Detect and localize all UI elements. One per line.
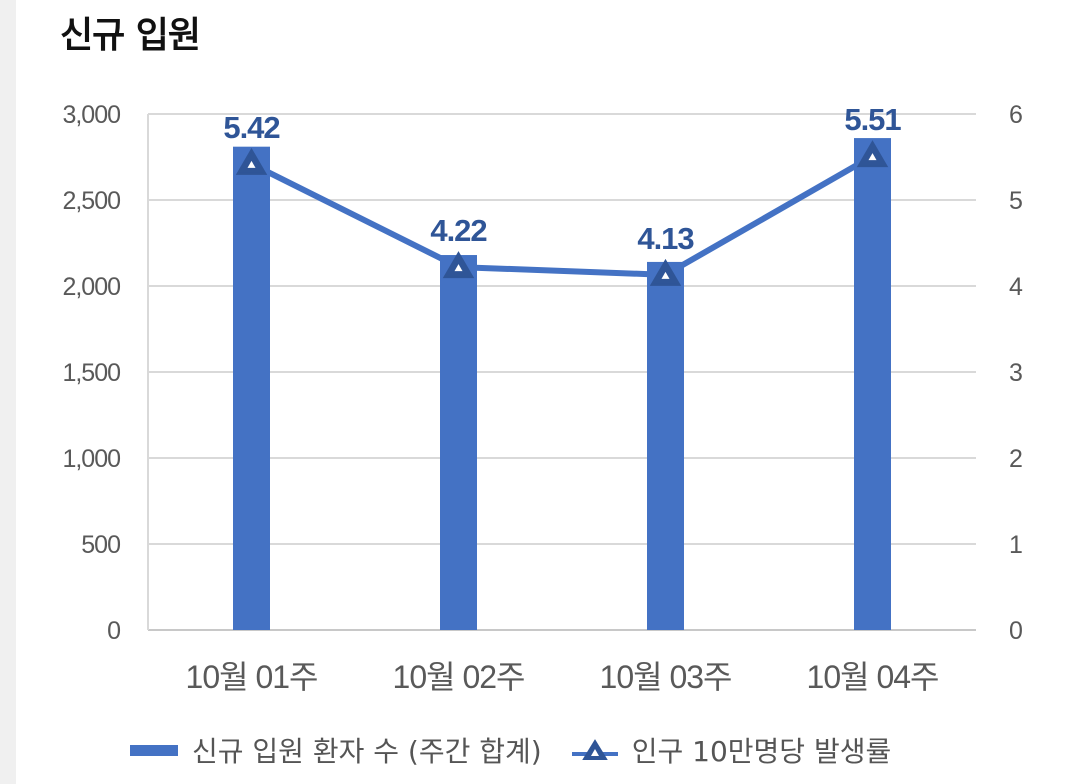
bar	[647, 261, 684, 630]
legend-label-line: 인구 10만명당 발생률	[631, 735, 892, 768]
legend-item-bar[interactable]: 신규 입원 환자 수 (주간 합계)	[130, 730, 542, 770]
x-axis: 10월 01주 10월 02주 10월 03주 10월 04주	[186, 659, 940, 695]
data-label: 4.13	[637, 221, 694, 256]
y-left-tick-label: 2,500	[62, 187, 120, 215]
data-label: 4.22	[430, 213, 486, 248]
line-point	[235, 147, 268, 175]
combo-chart: 5.42 4.22 4.13 5.51 0 500 1,000 1,500 2,000 2,50…	[62, 101, 1023, 695]
chart-title: 신규 입원	[60, 15, 201, 56]
triangle-marker-inner	[247, 160, 256, 168]
legend-item-line[interactable]: 인구 10만명당 발생률	[571, 730, 892, 770]
bar-series	[233, 138, 891, 631]
triangle-marker-inner	[454, 264, 463, 272]
y-right-tick-label: 1	[1009, 531, 1023, 559]
data-label: 5.51	[844, 102, 901, 137]
line-point	[649, 258, 682, 286]
y-left-tick-label: 1,000	[62, 445, 120, 473]
y-left-tick-label: 3,000	[62, 101, 120, 129]
bar	[233, 146, 270, 630]
line-point	[442, 251, 475, 279]
legend-line-swatch	[571, 737, 618, 763]
bar	[440, 255, 477, 631]
data-label: 5.42	[223, 110, 279, 145]
y-right-tick-label: 0	[1009, 617, 1023, 645]
y-left-tick-label: 2,000	[62, 273, 120, 301]
y-right-tick-label: 3	[1009, 359, 1023, 387]
legend: 신규 입원 환자 수 (주간 합계) 인구 10만명당 발생률	[130, 730, 921, 770]
chart-card	[16, 0, 1080, 784]
line-series	[235, 140, 889, 286]
y-right-tick-label: 2	[1009, 445, 1023, 473]
y-axis-right: 0 1 2 3 4 5 6	[1009, 101, 1023, 645]
x-tick-label: 10월 01주	[186, 659, 318, 695]
y-right-tick-label: 5	[1009, 187, 1023, 215]
triangle-marker-inner	[868, 153, 877, 161]
legend-bar-swatch	[130, 744, 178, 756]
line-path	[250, 153, 874, 278]
legend-triangle-marker-icon	[571, 739, 618, 760]
legend-label-bar: 신규 입원 환자 수 (주간 합계)	[192, 735, 542, 768]
y-left-tick-label: 0	[107, 617, 120, 645]
x-tick-label: 10월 04주	[807, 659, 939, 695]
data-labels: 5.42 4.22 4.13 5.51	[223, 102, 902, 256]
bar	[854, 138, 891, 630]
line-point	[856, 140, 889, 168]
x-tick-label: 10월 02주	[393, 659, 525, 695]
y-right-tick-label: 6	[1009, 101, 1023, 129]
y-right-tick-label: 4	[1009, 273, 1023, 301]
x-tick-label: 10월 03주	[600, 659, 732, 695]
y-axis-left: 0 500 1,000 1,500 2,000 2,500 3,000	[62, 101, 121, 645]
triangle-marker-inner	[661, 271, 670, 279]
grid-lines	[147, 113, 976, 631]
y-left-tick-label: 500	[81, 531, 120, 559]
y-left-tick-label: 1,500	[62, 359, 120, 387]
